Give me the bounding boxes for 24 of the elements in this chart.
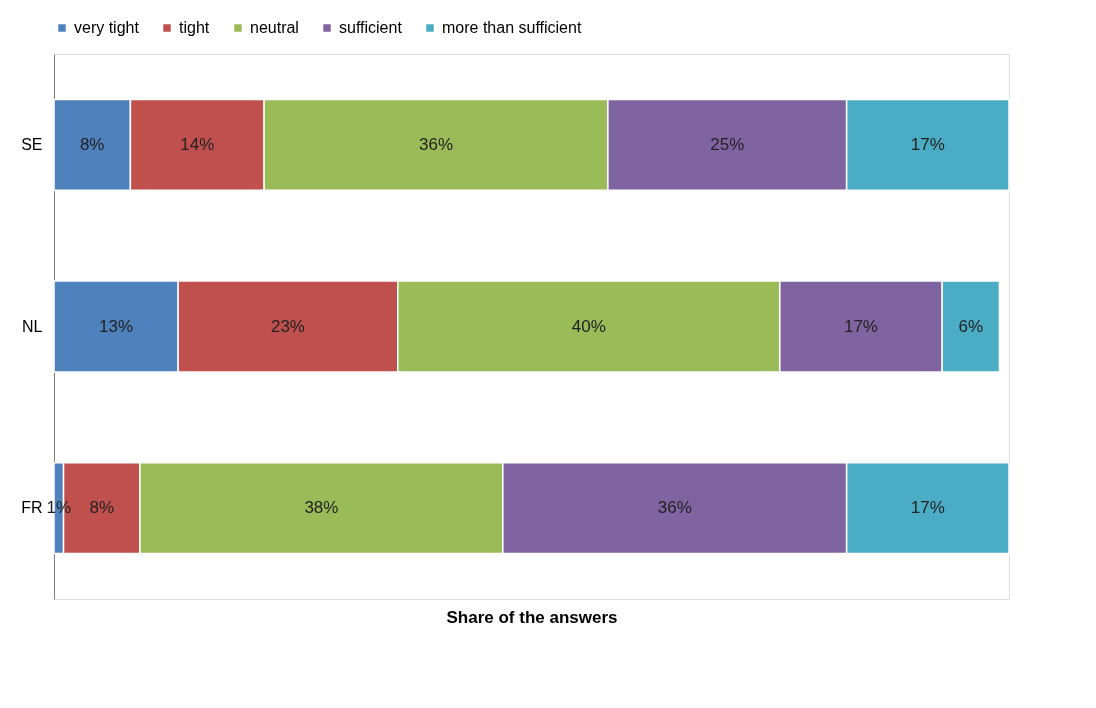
legend-label: tight bbox=[179, 19, 210, 36]
legend-label: very tight bbox=[74, 19, 140, 36]
x-axis-title: Share of the answers bbox=[446, 607, 618, 627]
data-label: 13% bbox=[99, 316, 134, 336]
y-tick-label: NL bbox=[22, 317, 43, 335]
data-label: 8% bbox=[89, 498, 115, 518]
data-label: 17% bbox=[843, 316, 878, 336]
data-label: 36% bbox=[418, 134, 454, 154]
data-label: 17% bbox=[910, 134, 945, 154]
legend-label: neutral bbox=[250, 19, 299, 36]
legend-label: more than sufficient bbox=[442, 19, 582, 36]
data-label: 23% bbox=[270, 316, 305, 336]
data-label: 25% bbox=[710, 134, 745, 154]
data-label: 38% bbox=[304, 498, 339, 518]
data-label: 17% bbox=[910, 498, 945, 518]
data-label: 8% bbox=[79, 134, 105, 154]
y-tick-label: FR bbox=[21, 499, 43, 517]
data-label: 6% bbox=[958, 316, 984, 336]
data-label: 36% bbox=[657, 498, 692, 518]
data-label: 40% bbox=[571, 316, 606, 336]
data-label: 14% bbox=[180, 134, 215, 154]
data-label: 1% bbox=[46, 498, 72, 518]
legend-label: sufficient bbox=[339, 19, 403, 36]
y-tick-label: SE bbox=[21, 135, 43, 153]
